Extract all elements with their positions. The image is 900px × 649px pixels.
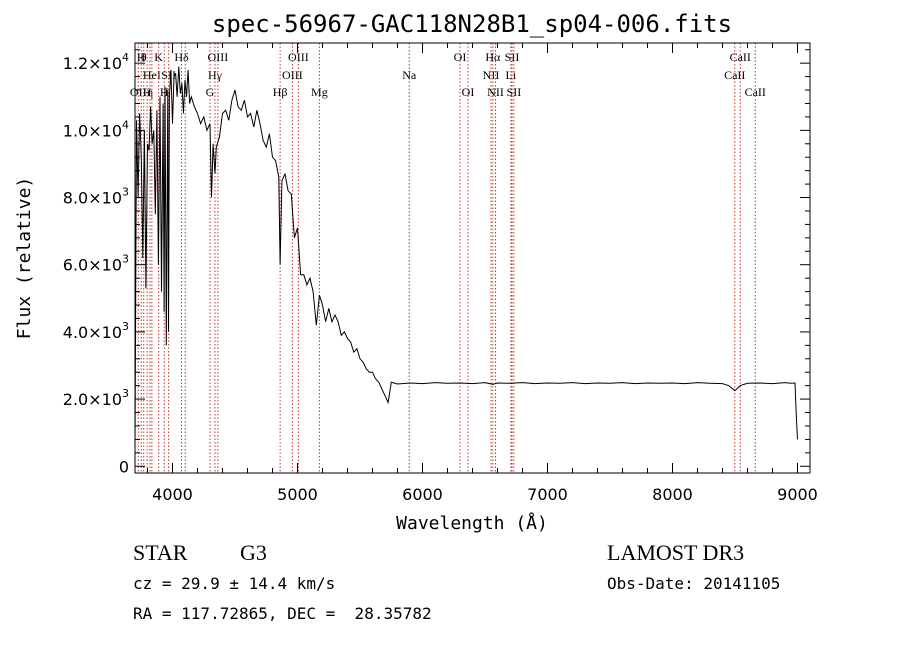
y-tick-mantissa: 1.0×10	[63, 121, 122, 140]
line-label: Hα	[485, 50, 501, 64]
y-tick-mantissa: 8.0×10	[63, 189, 122, 208]
y-tick-mantissa: 2.0×10	[63, 390, 122, 409]
y-tick-mantissa: 0	[119, 457, 129, 476]
line-label: NII	[487, 85, 504, 99]
line-label: H	[143, 85, 152, 99]
y-tick-exponent: 4	[122, 118, 129, 131]
y-tick-exponent: 4	[122, 51, 129, 64]
y-tick-mantissa: 4.0×10	[63, 323, 122, 342]
y-tick-exponent: 3	[122, 186, 129, 199]
line-label: SII	[161, 68, 176, 82]
survey-name: LAMOST DR3	[607, 540, 744, 565]
x-tick-label: 6000	[402, 485, 443, 504]
x-axis-label: Wavelength (Å)	[396, 512, 548, 534]
x-tick-label: 8000	[652, 485, 693, 504]
line-label: Na	[402, 68, 417, 82]
y-tick-label: 1.0×104	[63, 118, 129, 140]
line-markers: OIIHθHηHeIKHSIIHδGHγOIIIHβOIIIOIIIMgNaOI…	[130, 43, 766, 473]
line-label: Hβ	[273, 85, 288, 99]
y-tick-label: 6.0×103	[63, 253, 129, 275]
line-label: NII	[483, 68, 500, 82]
x-axis: 4000 5000 6000 7000 8000 9000	[147, 43, 818, 504]
info-block: STAR G3 cz = 29.9 ± 14.4 km/s RA = 117.7…	[133, 540, 780, 623]
redshift-text: cz = 29.9 ± 14.4 km/s	[133, 574, 335, 593]
y-tick-exponent: 3	[122, 320, 129, 333]
line-label: OI	[454, 50, 467, 64]
line-label: OIII	[208, 50, 229, 64]
line-label: G	[206, 85, 215, 99]
line-label: Hγ	[208, 68, 223, 82]
line-label: H	[137, 50, 146, 64]
coords-text: RA = 117.72865, DEC = 28.35782	[133, 604, 432, 623]
line-label: OIII	[282, 68, 303, 82]
y-tick-label: 4.0×103	[63, 320, 129, 342]
y-tick-mantissa: 6.0×10	[63, 256, 122, 275]
y-tick-exponent: 3	[122, 253, 129, 266]
line-label: OII	[130, 85, 147, 99]
line-label: OIII	[288, 50, 309, 64]
line-label: η	[147, 85, 153, 99]
line-label: CaII	[730, 50, 751, 64]
spectrum-series	[135, 66, 798, 450]
y-axis-label: Flux (relative)	[14, 177, 35, 340]
object-subclass: G3	[240, 540, 267, 565]
line-label: SII	[505, 50, 520, 64]
line-label: Mg	[311, 85, 328, 99]
line-label: Hδ	[174, 50, 189, 64]
chart-title: spec-56967-GAC118N28B1_sp04-006.fits	[212, 10, 732, 38]
y-axis: 02.0×1034.0×1036.0×1038.0×1031.0×1041.2×…	[63, 49, 810, 476]
y-tick-exponent: 3	[122, 387, 129, 400]
y-tick-label: 8.0×103	[63, 186, 129, 208]
y-tick-label: 1.2×104	[63, 51, 129, 73]
line-label: CaII	[745, 85, 766, 99]
line-label: HeI	[143, 68, 161, 82]
y-tick-label: 2.0×103	[63, 387, 129, 409]
line-label: H	[160, 85, 169, 99]
x-tick-label: 4000	[152, 485, 193, 504]
x-tick-label: 5000	[277, 485, 318, 504]
plot-frame	[134, 42, 811, 474]
line-label: SII	[507, 85, 522, 99]
x-tick-label: 7000	[527, 485, 568, 504]
line-label: θ	[141, 50, 147, 64]
line-label: Li	[506, 68, 517, 82]
line-label: CaII	[724, 68, 745, 82]
line-label: OI	[462, 85, 475, 99]
object-class: STAR	[133, 540, 188, 565]
y-tick-label: 0	[119, 457, 129, 476]
line-label: K	[154, 50, 163, 64]
series-layer	[135, 66, 798, 450]
y-tick-mantissa: 1.2×10	[63, 54, 122, 73]
obs-date: Obs-Date: 20141105	[607, 574, 780, 593]
x-tick-label: 9000	[777, 485, 818, 504]
